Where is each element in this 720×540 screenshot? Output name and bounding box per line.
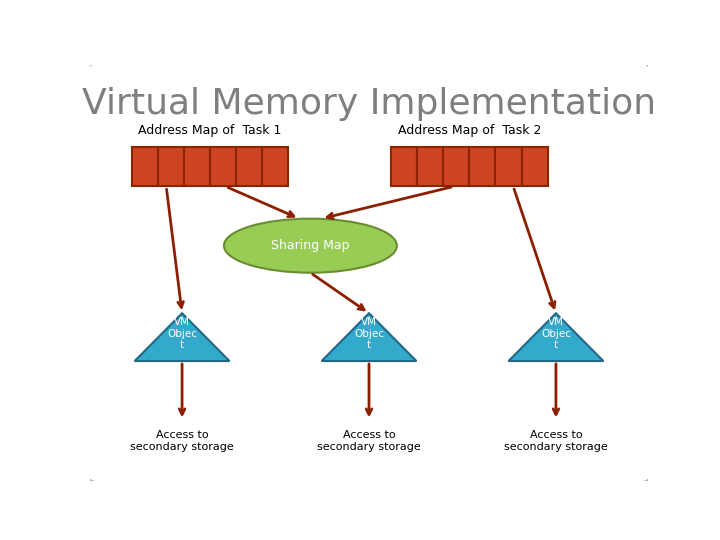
Polygon shape (508, 313, 603, 361)
Text: Virtual Memory Implementation: Virtual Memory Implementation (82, 87, 656, 122)
Bar (236, 147, 262, 186)
Polygon shape (135, 313, 230, 361)
Text: Address Map of  Task 2: Address Map of Task 2 (397, 124, 541, 137)
Text: VM
Objec
t: VM Objec t (167, 317, 197, 350)
Text: Access to
secondary storage: Access to secondary storage (317, 430, 421, 452)
Text: Access to
secondary storage: Access to secondary storage (130, 430, 234, 452)
Bar (469, 147, 495, 186)
Bar (210, 147, 236, 186)
Bar (392, 147, 418, 186)
Bar (262, 147, 288, 186)
Text: VM
Objec
t: VM Objec t (541, 317, 571, 350)
Bar (184, 147, 210, 186)
Bar (132, 147, 158, 186)
Bar (158, 147, 184, 186)
Bar (418, 147, 444, 186)
Text: Address Map of  Task 1: Address Map of Task 1 (138, 124, 282, 137)
Bar (495, 147, 521, 186)
FancyBboxPatch shape (87, 63, 651, 483)
Text: VM
Objec
t: VM Objec t (354, 317, 384, 350)
Ellipse shape (224, 219, 397, 273)
Bar (444, 147, 469, 186)
Text: Access to
secondary storage: Access to secondary storage (504, 430, 608, 452)
Text: Sharing Map: Sharing Map (271, 239, 350, 252)
Polygon shape (322, 313, 416, 361)
Bar (521, 147, 547, 186)
